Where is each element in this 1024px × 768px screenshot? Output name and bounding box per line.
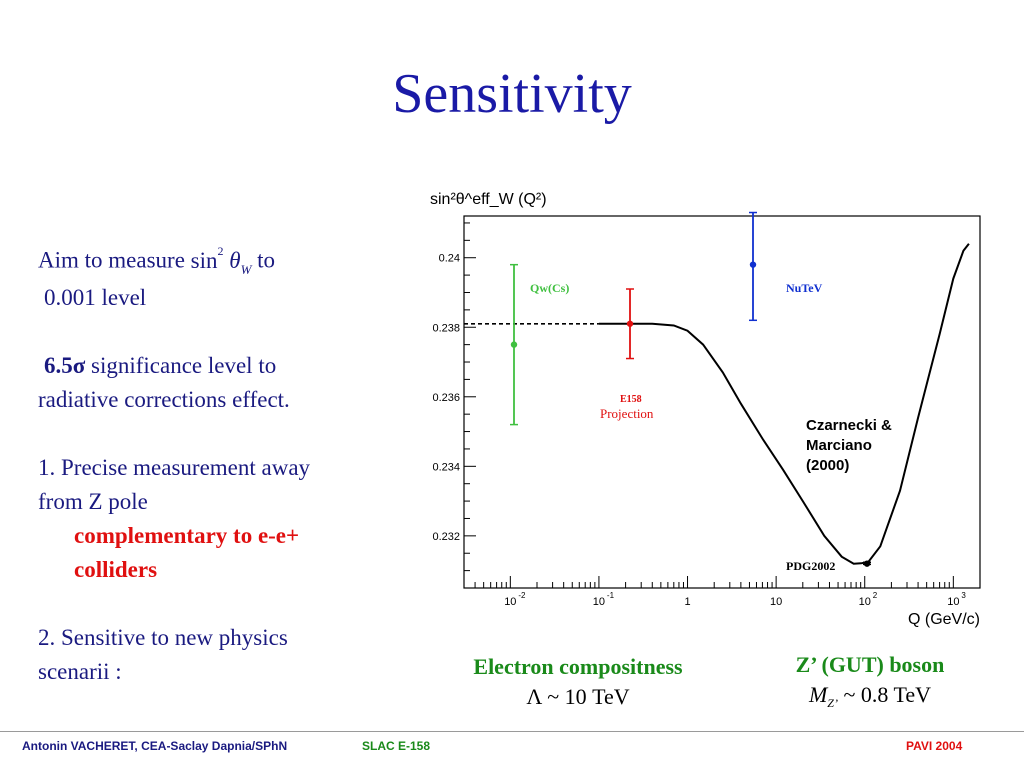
aim-line2: 0.001 level xyxy=(44,284,147,310)
label-pdg2002: PDG2002 xyxy=(786,559,835,573)
caption-z-prime-boson: Z’ (GUT) boson MZ’ ~ 0.8 TeV xyxy=(750,652,990,710)
y-axis-label: sin²θ^eff_W (Q²) xyxy=(430,191,547,208)
x-tick-exponent: -2 xyxy=(518,591,526,600)
x-tick-label: 10 xyxy=(947,596,959,608)
math-w: W xyxy=(240,261,252,277)
caption-left-value: Λ ~ 10 TeV xyxy=(526,684,630,709)
sig-bold: 6.5σ xyxy=(44,352,86,378)
body-text: Aim to measure sin2 θW to 0.001 level 6.… xyxy=(38,238,418,689)
sig-rest: significance level to xyxy=(91,352,277,378)
footer-divider xyxy=(0,731,1024,732)
sig-line2: radiative corrections effect. xyxy=(38,386,290,412)
label-e158-projection: Projection xyxy=(600,406,654,421)
theory-curve xyxy=(598,243,970,565)
point1-line2: from Z pole xyxy=(38,488,148,514)
aim-suffix: to xyxy=(257,247,276,273)
y-tick-label: 0.232 xyxy=(432,531,460,543)
label-e158: E158 xyxy=(620,394,642,405)
x-tick-exponent: -1 xyxy=(607,591,615,600)
slide-title: Sensitivity xyxy=(392,63,632,125)
aim-prefix: Aim to measure xyxy=(38,247,185,273)
label-qwcs: Qw(Cs) xyxy=(530,281,569,295)
point2-line1: 2. Sensitive to new physics xyxy=(38,624,288,650)
math-sup: 2 xyxy=(217,244,224,258)
aim-line: Aim to measure sin2 θW to xyxy=(38,238,418,281)
footer-conference: PAVI 2004 xyxy=(906,739,963,753)
caption-right-title: Z’ (GUT) boson xyxy=(795,652,945,677)
mz-m: M xyxy=(808,682,828,707)
x-tick-exponent: 3 xyxy=(961,591,966,600)
footer-experiment: SLAC E-158 xyxy=(362,739,431,753)
caption-left-title: Electron compositness xyxy=(473,654,683,679)
caption-right-value-line: MZ’ ~ 0.8 TeV xyxy=(750,682,990,710)
data-point-nutev xyxy=(749,261,757,268)
mz-sub: Z’ xyxy=(827,696,838,710)
label-nutev: NuTeV xyxy=(786,281,823,295)
point1-red1: complementary to e-e+ xyxy=(74,522,300,548)
x-tick-label: 10 xyxy=(859,596,871,608)
point1-line1: 1. Precise measurement away xyxy=(38,454,311,480)
sin2-theta-w-formula: sin2 θW xyxy=(190,244,258,277)
y-tick-label: 0.24 xyxy=(439,253,460,265)
curve-label-line: (2000) xyxy=(806,457,849,474)
point2-line2: scenarii : xyxy=(38,658,122,684)
y-tick-label: 0.238 xyxy=(432,322,460,334)
curve-label-line: Czarnecki & xyxy=(806,417,892,434)
caption-electron-compositness: Electron compositness Λ ~ 10 TeV xyxy=(438,654,718,710)
x-axis-label: Q (GeV/c) xyxy=(908,611,980,628)
footer-author: Antonin VACHERET, CEA-Saclay Dapnia/SPhN xyxy=(22,739,288,753)
math-theta: θ xyxy=(229,247,241,273)
y-tick-label: 0.234 xyxy=(432,461,460,473)
data-point-e158 xyxy=(626,320,634,327)
plot-frame xyxy=(463,215,981,589)
x-tick-label: 10 xyxy=(593,596,605,608)
x-tick-label: 10 xyxy=(770,596,782,608)
data-point-pdg2002 xyxy=(863,560,871,567)
curve-label-line: Marciano xyxy=(806,437,872,454)
point1-red2: colliders xyxy=(74,556,158,582)
y-tick-label: 0.236 xyxy=(432,392,460,404)
data-point-qwcs xyxy=(510,341,518,348)
math-sin: sin xyxy=(190,247,218,273)
sig-line: 6.5σ significance level to xyxy=(38,349,418,383)
caption-right-value: ~ 0.8 TeV xyxy=(843,682,932,707)
x-tick-label: 1 xyxy=(684,596,690,608)
x-tick-label: 10 xyxy=(504,596,516,608)
x-tick-exponent: 2 xyxy=(873,591,878,600)
